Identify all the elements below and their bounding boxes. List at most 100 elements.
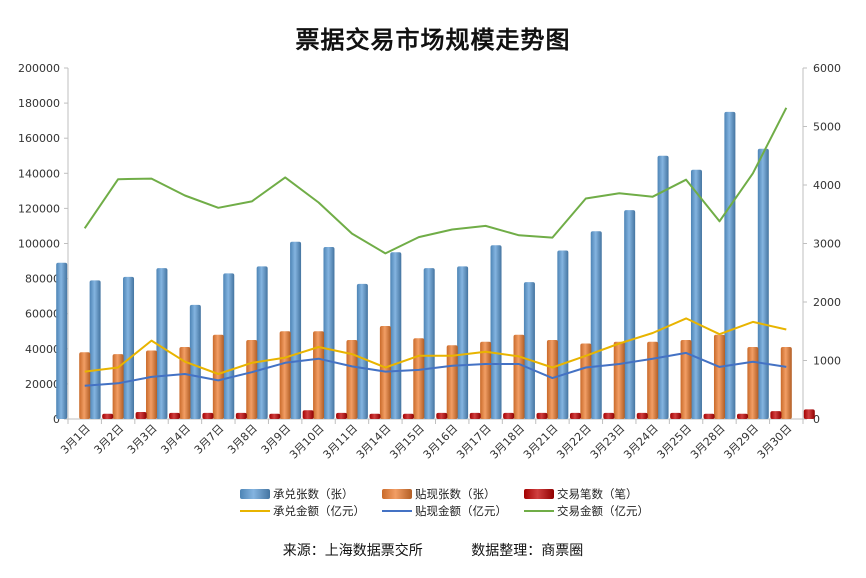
x-tick-label: 3月23日 bbox=[588, 422, 628, 462]
bar-0 bbox=[323, 247, 335, 419]
bar-2 bbox=[436, 412, 448, 419]
bar-2 bbox=[770, 411, 782, 419]
bar-0 bbox=[189, 304, 201, 419]
bar-2 bbox=[569, 412, 581, 419]
bar-1 bbox=[246, 340, 258, 419]
bar-1 bbox=[647, 341, 659, 419]
chart-title: 票据交易市场规模走势图 bbox=[295, 25, 571, 54]
source-note: 来源：上海数据票交所 bbox=[282, 543, 423, 559]
bar-2 bbox=[670, 412, 682, 419]
legend-label: 贴现金额（亿元） bbox=[415, 504, 507, 518]
x-tick-label: 3月4日 bbox=[158, 422, 193, 457]
legend-label: 交易笔数（笔） bbox=[557, 487, 638, 501]
series-line-5 bbox=[83, 107, 788, 255]
bar-1 bbox=[613, 341, 625, 419]
x-tick-label: 3月8日 bbox=[225, 422, 260, 457]
chart-footer: 来源：上海数据票交所 数据整理：商票圈 bbox=[0, 540, 866, 560]
bar-0 bbox=[690, 169, 702, 419]
y-left-tick-label: 140000 bbox=[18, 167, 60, 180]
y-left-tick-label: 20000 bbox=[25, 378, 60, 391]
bar-2 bbox=[536, 412, 548, 419]
x-tick-label: 3月1日 bbox=[58, 422, 93, 457]
bar-2 bbox=[102, 413, 114, 419]
bar-1 bbox=[112, 354, 124, 419]
bar-0 bbox=[724, 111, 736, 419]
y-left-tick-label: 160000 bbox=[18, 132, 60, 145]
bar-1 bbox=[212, 334, 224, 419]
legend-swatch bbox=[382, 489, 412, 499]
x-tick-label: 3月14日 bbox=[354, 422, 394, 462]
bar-1 bbox=[747, 347, 759, 419]
bar-0 bbox=[89, 280, 101, 419]
x-tick-label: 3月25日 bbox=[655, 422, 695, 462]
legend-swatch bbox=[240, 489, 270, 499]
bar-1 bbox=[446, 345, 458, 419]
x-tick-label: 3月21日 bbox=[521, 422, 561, 462]
bar-0 bbox=[156, 268, 168, 419]
legend-label: 贴现张数（张） bbox=[415, 487, 496, 501]
x-tick-label: 3月3日 bbox=[125, 422, 160, 457]
bar-1 bbox=[413, 338, 425, 419]
bar-1 bbox=[179, 347, 191, 419]
bar-0 bbox=[523, 282, 535, 419]
bar-2 bbox=[169, 412, 181, 419]
y-right-tick-label: 4000 bbox=[813, 179, 841, 192]
compiled-note: 数据整理：商票圈 bbox=[471, 543, 584, 559]
bar-2 bbox=[503, 412, 515, 419]
bar-2 bbox=[269, 413, 281, 419]
bar-0 bbox=[56, 262, 68, 419]
bar-0 bbox=[457, 266, 469, 419]
y-left-tick-label: 100000 bbox=[18, 238, 60, 251]
bar-2 bbox=[703, 413, 715, 419]
bar-2 bbox=[235, 412, 247, 419]
bar-1 bbox=[146, 350, 158, 419]
x-tick-label: 3月16日 bbox=[421, 422, 461, 462]
x-tick-label: 3月10日 bbox=[287, 422, 327, 462]
bar-1 bbox=[780, 347, 792, 419]
bar-0 bbox=[123, 276, 135, 419]
bar-0 bbox=[390, 252, 402, 419]
x-tick-label: 3月17日 bbox=[454, 422, 494, 462]
bar-0 bbox=[657, 155, 669, 419]
y-right-tick-label: 0 bbox=[813, 413, 820, 426]
x-tick-label: 3月22日 bbox=[554, 422, 594, 462]
legend-label: 承兑张数（张） bbox=[273, 487, 354, 501]
x-tick-label: 3月7日 bbox=[192, 422, 227, 457]
bar-2 bbox=[469, 412, 481, 419]
legend-label: 交易金额（亿元） bbox=[557, 504, 649, 518]
bar-1 bbox=[513, 334, 525, 419]
bar-2 bbox=[636, 412, 648, 419]
series-line-4 bbox=[84, 351, 787, 387]
series-line-3 bbox=[84, 317, 787, 375]
bar-0 bbox=[423, 268, 435, 419]
bar-0 bbox=[256, 266, 268, 419]
bar-2 bbox=[603, 412, 615, 419]
y-left-tick-label: 200000 bbox=[18, 62, 60, 75]
bar-2 bbox=[803, 409, 815, 419]
y-right-tick-label: 1000 bbox=[813, 355, 841, 368]
bar-2 bbox=[336, 412, 348, 419]
y-left-tick-label: 40000 bbox=[25, 343, 60, 356]
bar-1 bbox=[346, 340, 358, 419]
y-right-tick-label: 2000 bbox=[813, 296, 841, 309]
bar-0 bbox=[590, 231, 602, 419]
y-left-tick-label: 80000 bbox=[25, 273, 60, 286]
bar-1 bbox=[279, 331, 291, 419]
x-tick-label: 3月28日 bbox=[688, 422, 728, 462]
bar-1 bbox=[480, 341, 492, 419]
bar-2 bbox=[202, 412, 214, 419]
bar-2 bbox=[369, 413, 381, 419]
bar-0 bbox=[223, 273, 235, 419]
bar-1 bbox=[680, 340, 692, 419]
x-tick-label: 3月29日 bbox=[721, 422, 761, 462]
bar-1 bbox=[713, 334, 725, 419]
bar-2 bbox=[302, 410, 314, 419]
bar-1 bbox=[580, 343, 592, 419]
bar-0 bbox=[624, 210, 636, 419]
bar-0 bbox=[557, 250, 569, 419]
bar-0 bbox=[290, 241, 302, 419]
y-left-tick-label: 60000 bbox=[25, 308, 60, 321]
y-right-tick-label: 6000 bbox=[813, 62, 841, 75]
